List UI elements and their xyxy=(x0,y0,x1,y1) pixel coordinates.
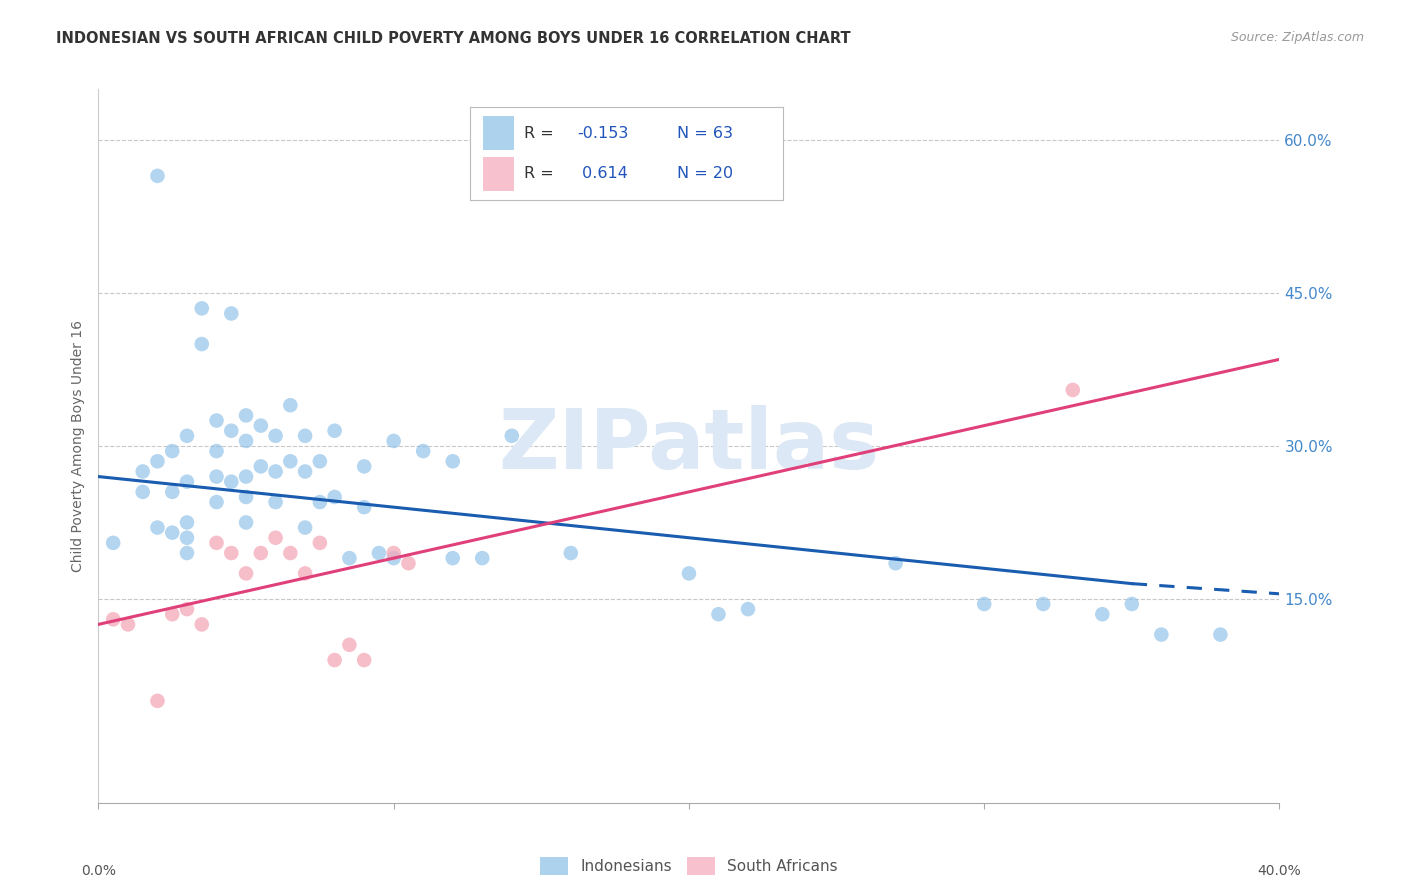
Point xyxy=(205,413,228,427)
Point xyxy=(264,495,287,509)
Point xyxy=(205,469,228,483)
Point xyxy=(162,525,183,540)
Point xyxy=(323,653,346,667)
Point xyxy=(235,434,257,448)
Point xyxy=(1121,597,1143,611)
Point xyxy=(412,444,434,458)
Point xyxy=(176,531,198,545)
Point xyxy=(250,546,273,560)
Point xyxy=(294,465,316,479)
Point xyxy=(132,484,155,499)
Point xyxy=(264,465,287,479)
Text: ZIPatlas: ZIPatlas xyxy=(499,406,879,486)
Point xyxy=(323,490,346,504)
Text: INDONESIAN VS SOUTH AFRICAN CHILD POVERTY AMONG BOYS UNDER 16 CORRELATION CHART: INDONESIAN VS SOUTH AFRICAN CHILD POVERT… xyxy=(56,31,851,46)
Point xyxy=(294,520,316,534)
Point xyxy=(219,475,242,489)
Point xyxy=(1032,597,1054,611)
Point xyxy=(501,429,523,443)
Point xyxy=(146,694,169,708)
Point xyxy=(560,546,582,560)
Point xyxy=(219,424,242,438)
Point xyxy=(117,617,139,632)
Point xyxy=(235,516,257,530)
Point xyxy=(146,454,169,468)
Point xyxy=(1091,607,1114,622)
Point xyxy=(1150,627,1173,641)
Point xyxy=(176,516,198,530)
Point xyxy=(678,566,700,581)
Point xyxy=(103,536,125,550)
Legend: Indonesians, South Africans: Indonesians, South Africans xyxy=(534,851,844,880)
Point xyxy=(382,434,405,448)
Point xyxy=(219,546,242,560)
Text: 0.0%: 0.0% xyxy=(82,864,115,878)
Point xyxy=(707,607,730,622)
Point xyxy=(973,597,995,611)
Point xyxy=(353,500,375,515)
Point xyxy=(176,429,198,443)
Point xyxy=(1062,383,1084,397)
Point xyxy=(309,536,332,550)
Point xyxy=(162,484,183,499)
Point xyxy=(176,546,198,560)
Point xyxy=(205,536,228,550)
Point xyxy=(309,454,332,468)
Point xyxy=(353,653,375,667)
Point xyxy=(162,607,183,622)
Point xyxy=(337,551,360,566)
Text: 40.0%: 40.0% xyxy=(1257,864,1302,878)
Point xyxy=(441,551,464,566)
Point xyxy=(235,469,257,483)
Point xyxy=(353,459,375,474)
Point xyxy=(146,169,169,183)
Point xyxy=(103,612,125,626)
Y-axis label: Child Poverty Among Boys Under 16: Child Poverty Among Boys Under 16 xyxy=(70,320,84,572)
Point xyxy=(396,556,419,570)
Point xyxy=(235,409,257,423)
Point xyxy=(176,475,198,489)
Point xyxy=(191,337,214,351)
Point xyxy=(294,566,316,581)
Point xyxy=(737,602,759,616)
Point xyxy=(382,551,405,566)
Point xyxy=(162,444,183,458)
Point xyxy=(264,531,287,545)
Point xyxy=(278,398,302,412)
Point xyxy=(382,546,405,560)
Point xyxy=(250,418,273,433)
Point xyxy=(146,520,169,534)
Point xyxy=(235,566,257,581)
Point xyxy=(278,546,302,560)
Point xyxy=(294,429,316,443)
Point xyxy=(441,454,464,468)
Text: Source: ZipAtlas.com: Source: ZipAtlas.com xyxy=(1230,31,1364,45)
Point xyxy=(250,459,273,474)
Point xyxy=(884,556,907,570)
Point xyxy=(191,301,214,316)
Point xyxy=(235,490,257,504)
Point xyxy=(471,551,494,566)
Point xyxy=(368,546,391,560)
Point xyxy=(191,617,214,632)
Point xyxy=(264,429,287,443)
Point xyxy=(309,495,332,509)
Point xyxy=(219,306,242,320)
Point xyxy=(337,638,360,652)
Point xyxy=(1209,627,1232,641)
Point xyxy=(278,454,302,468)
Point xyxy=(132,465,155,479)
Point xyxy=(205,495,228,509)
Point xyxy=(205,444,228,458)
Point xyxy=(176,602,198,616)
Point xyxy=(323,424,346,438)
